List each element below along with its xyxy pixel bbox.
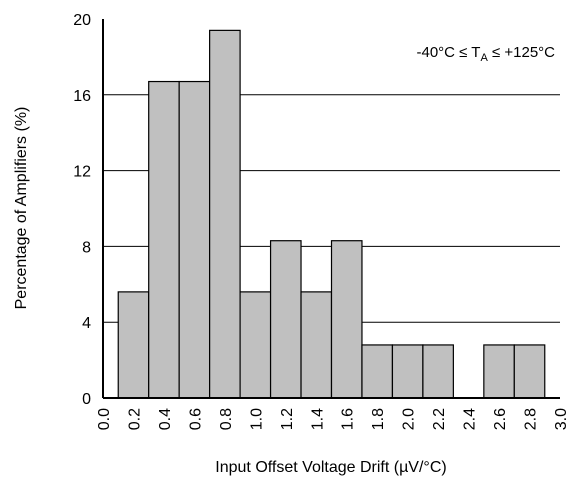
x-tick-label: 1.2 bbox=[279, 408, 296, 430]
y-tick-label: 16 bbox=[73, 88, 91, 105]
x-axis-label: Input Offset Voltage Drift (µV/°C) bbox=[215, 459, 446, 476]
histogram-bar bbox=[209, 29, 241, 399]
y-tick-label: 12 bbox=[73, 164, 91, 181]
y-tick-label: 0 bbox=[82, 391, 91, 408]
annotation-subscript: A bbox=[480, 52, 488, 64]
histogram-bar bbox=[300, 291, 333, 399]
x-tick-label: 2.4 bbox=[462, 408, 479, 430]
y-tick-label: 4 bbox=[82, 315, 91, 332]
histogram-bar bbox=[422, 344, 454, 399]
y-tick-label: 8 bbox=[82, 239, 91, 256]
x-tick-label: 1.4 bbox=[309, 408, 326, 430]
y-tick-labels: 0 4 8 12 16 20 bbox=[73, 12, 91, 408]
x-tick-labels: 0.0 0.2 0.4 0.6 0.8 1.0 1.2 1.4 1.6 1.8 2.0 2.2 2.4 2… bbox=[96, 408, 566, 430]
histogram-bar bbox=[513, 344, 546, 399]
histogram-bar bbox=[361, 344, 394, 399]
x-tick-label: 1.0 bbox=[248, 408, 265, 430]
annotation-suffix: ≤ +125°C bbox=[488, 44, 555, 61]
plot-axes bbox=[102, 19, 560, 399]
x-tick-label: 0.2 bbox=[126, 408, 143, 430]
x-tick-label: 2.8 bbox=[523, 408, 540, 430]
x-tick-label: 1.6 bbox=[340, 408, 357, 430]
y-tick-label: 20 bbox=[73, 12, 91, 29]
histogram-bar bbox=[239, 291, 272, 399]
y-axis-label: Percentage of Amplifiers (%) bbox=[13, 107, 30, 310]
x-tick-label: 0.6 bbox=[187, 408, 204, 430]
x-tick-label: 1.8 bbox=[370, 408, 387, 430]
histogram-bar bbox=[391, 344, 424, 399]
histogram-bar bbox=[178, 80, 211, 399]
histogram-bar bbox=[483, 344, 515, 399]
histogram-bar bbox=[148, 80, 180, 399]
x-tick-label: 0.0 bbox=[96, 408, 113, 430]
temperature-range-annotation: -40°C ≤ TA ≤ +125°C bbox=[416, 44, 555, 64]
histogram-bar bbox=[269, 240, 302, 399]
x-tick-label: 0.4 bbox=[157, 408, 174, 430]
x-tick-label: 3.0 bbox=[553, 408, 566, 430]
annotation-prefix: -40°C ≤ T bbox=[416, 44, 480, 61]
x-tick-label: 2.2 bbox=[431, 408, 448, 430]
x-tick-label: 2.6 bbox=[492, 408, 509, 430]
x-tick-label: 2.0 bbox=[401, 408, 418, 430]
histogram-bar bbox=[117, 291, 150, 399]
histogram-bar bbox=[330, 240, 363, 399]
x-tick-label: 0.8 bbox=[218, 408, 235, 430]
histogram-bars bbox=[117, 29, 546, 399]
